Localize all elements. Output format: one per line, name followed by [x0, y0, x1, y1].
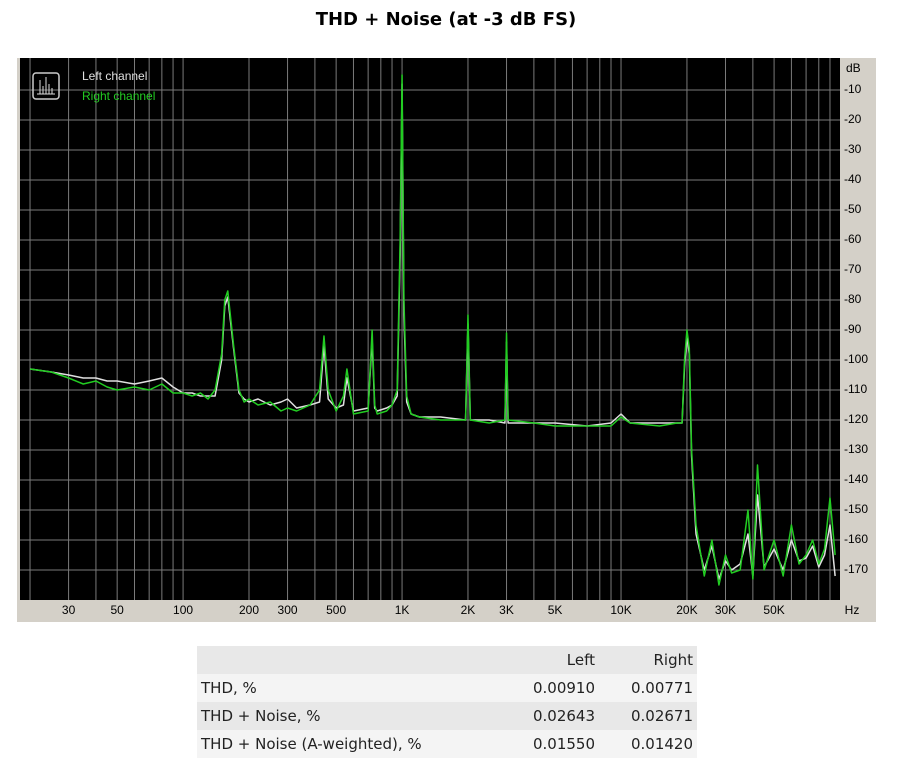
legend-icon — [32, 72, 60, 100]
y-tick-label: -40 — [844, 172, 862, 186]
cell-value: 0.01550 — [532, 735, 595, 753]
y-tick-label: -70 — [844, 262, 862, 276]
table-row: THD + Noise, % 0.02643 0.02671 — [197, 702, 697, 730]
cell-value: 0.00771 — [630, 679, 693, 697]
cell-value: 0.00910 — [532, 679, 595, 697]
y-tick-label: -130 — [844, 442, 868, 456]
table-row: THD, % 0.00910 0.00771 — [197, 674, 697, 702]
x-tick-label: 1K — [395, 603, 410, 617]
x-tick-label: 3K — [499, 603, 514, 617]
row-label: THD, % — [201, 679, 257, 697]
header-row: Left Right — [197, 646, 697, 674]
x-tick-label: 2K — [461, 603, 476, 617]
x-axis-label: Hz — [845, 603, 860, 617]
legend-label: Left channel — [82, 69, 147, 83]
table-row: THD + Noise (A-weighted), % 0.01550 0.0142… — [197, 730, 697, 758]
x-tick-label: 20K — [676, 603, 697, 617]
y-tick-label: -20 — [844, 112, 862, 126]
cell-value: 0.02671 — [630, 707, 693, 725]
row-label: THD + Noise (A-weighted), % — [201, 735, 422, 753]
x-tick-label: 100 — [173, 603, 193, 617]
x-tick-label: 30 — [62, 603, 76, 617]
y-axis-label: dB — [846, 61, 861, 75]
y-tick-label: -150 — [844, 502, 868, 516]
x-tick-label: 10K — [610, 603, 631, 617]
y-tick-label: -140 — [844, 472, 868, 486]
y-tick-label: -110 — [844, 382, 867, 396]
x-tick-label: 50 — [110, 603, 124, 617]
row-label: THD + Noise, % — [201, 707, 321, 725]
y-tick-label: -80 — [844, 292, 862, 306]
y-tick-label: -100 — [844, 352, 868, 366]
x-tick-label: 200 — [239, 603, 259, 617]
x-tick-label: 300 — [278, 603, 298, 617]
plot-area — [20, 58, 840, 600]
y-tick-label: -170 — [844, 562, 868, 576]
y-tick-label: -10 — [844, 82, 862, 96]
cell-value: 0.02643 — [532, 707, 595, 725]
x-tick-label: 30K — [715, 603, 736, 617]
legend-icon-glyph — [37, 77, 55, 95]
x-tick-label: 5K — [548, 603, 563, 617]
x-tick-label: 50K — [763, 603, 784, 617]
series-line — [29, 74, 836, 586]
y-tick-label: -90 — [844, 322, 862, 336]
results-table: Left Right THD, % 0.00910 0.00771 THD + Nois… — [197, 646, 697, 758]
y-tick-label: -50 — [844, 202, 862, 216]
legend-label: Right channel — [82, 89, 155, 103]
chart: THD + Noise (at -3 dB FS) 30 50 100 200 300 5… — [17, 9, 876, 622]
y-tick-label: -30 — [844, 142, 862, 156]
cell-value: 0.01420 — [630, 735, 693, 753]
column-header: Left — [566, 651, 595, 669]
column-header: Right — [653, 651, 694, 669]
y-tick-label: -160 — [844, 532, 868, 546]
y-tick-label: -60 — [844, 232, 862, 246]
chart-title: THD + Noise (at -3 dB FS) — [316, 9, 577, 30]
header-spacer — [197, 646, 501, 674]
x-tick-label: 500 — [326, 603, 346, 617]
y-tick-label: -120 — [844, 412, 868, 426]
